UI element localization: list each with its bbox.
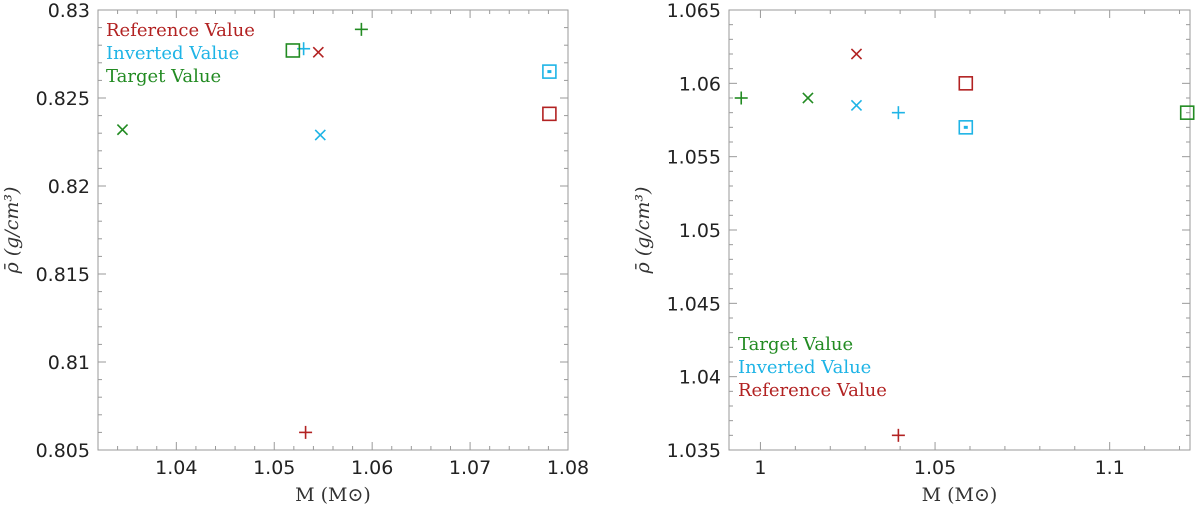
target-square-marker	[285, 43, 301, 58]
legend-entry-inverted: Inverted Value	[738, 357, 871, 378]
reference-plus-marker	[299, 425, 313, 439]
y-tick-label: 0.83	[48, 0, 90, 22]
legend-entry-target: Target Value	[738, 334, 853, 355]
inverted-x-marker	[850, 99, 863, 111]
reference-x-marker	[312, 46, 324, 58]
x-tick-label: 1.04	[155, 457, 197, 479]
x-axis-label: M (M⊙)	[295, 484, 371, 506]
x-tick-label: 1.08	[547, 457, 589, 479]
x-tick-label: 1.06	[351, 457, 393, 479]
y-tick-label: 1.055	[667, 147, 721, 169]
reference-x-marker	[850, 48, 863, 60]
y-tick-label: 1.045	[667, 293, 721, 315]
reference-square-marker	[542, 106, 557, 122]
reference-square-marker	[958, 76, 974, 91]
left-scatter-panel: 1.04 1.05 1.06 1.07 1.08 0.805 0.81 0.815 0.82 0.…	[1, 0, 589, 506]
inverted-x-marker	[314, 129, 326, 141]
x-tick-label: 1	[754, 457, 766, 479]
y-axis-label: ρ̄ (g/cm³)	[632, 187, 654, 275]
x-tick-label: 1.07	[449, 457, 491, 479]
x-tick-label: 1.05	[253, 457, 295, 479]
legend-entry-inverted: Inverted Value	[106, 43, 239, 64]
inverted-square-dot-marker	[958, 120, 974, 135]
y-tick-label: 0.81	[48, 352, 90, 374]
y-tick-label: 0.815	[36, 264, 90, 286]
y-tick-label: 0.805	[36, 440, 90, 462]
target-plus-marker	[734, 91, 748, 105]
y-tick-label: 1.035	[667, 440, 721, 462]
y-tick-label: 1.04	[679, 367, 721, 389]
target-square-marker	[1179, 105, 1195, 120]
legend-entry-reference: Reference Value	[106, 20, 255, 41]
target-x-marker	[116, 124, 129, 136]
x-tick-label: 1.05	[914, 457, 956, 479]
y-tick-label: 1.065	[667, 0, 721, 22]
inverted-square-dot-marker	[542, 64, 557, 79]
y-tick-label: 0.825	[36, 88, 90, 110]
x-axis-label: M (M⊙)	[922, 484, 998, 506]
target-x-marker	[802, 92, 814, 104]
legend-entry-target: Target Value	[106, 66, 221, 87]
right-scatter-panel: 1 1.05 1.1 1.035 1.04 1.045 1.05 1.055 1.06 1.065…	[632, 0, 1195, 506]
reference-plus-marker	[891, 428, 905, 442]
y-tick-label: 0.82	[48, 176, 90, 198]
y-tick-label: 1.05	[679, 220, 721, 242]
x-tick-label: 1.1	[1095, 457, 1125, 479]
target-plus-marker	[354, 22, 368, 36]
y-axis-label: ρ̄ (g/cm³)	[1, 187, 23, 275]
y-tick-label: 1.06	[679, 73, 721, 95]
inverted-plus-marker	[891, 106, 905, 120]
legend-entry-reference: Reference Value	[738, 380, 887, 401]
